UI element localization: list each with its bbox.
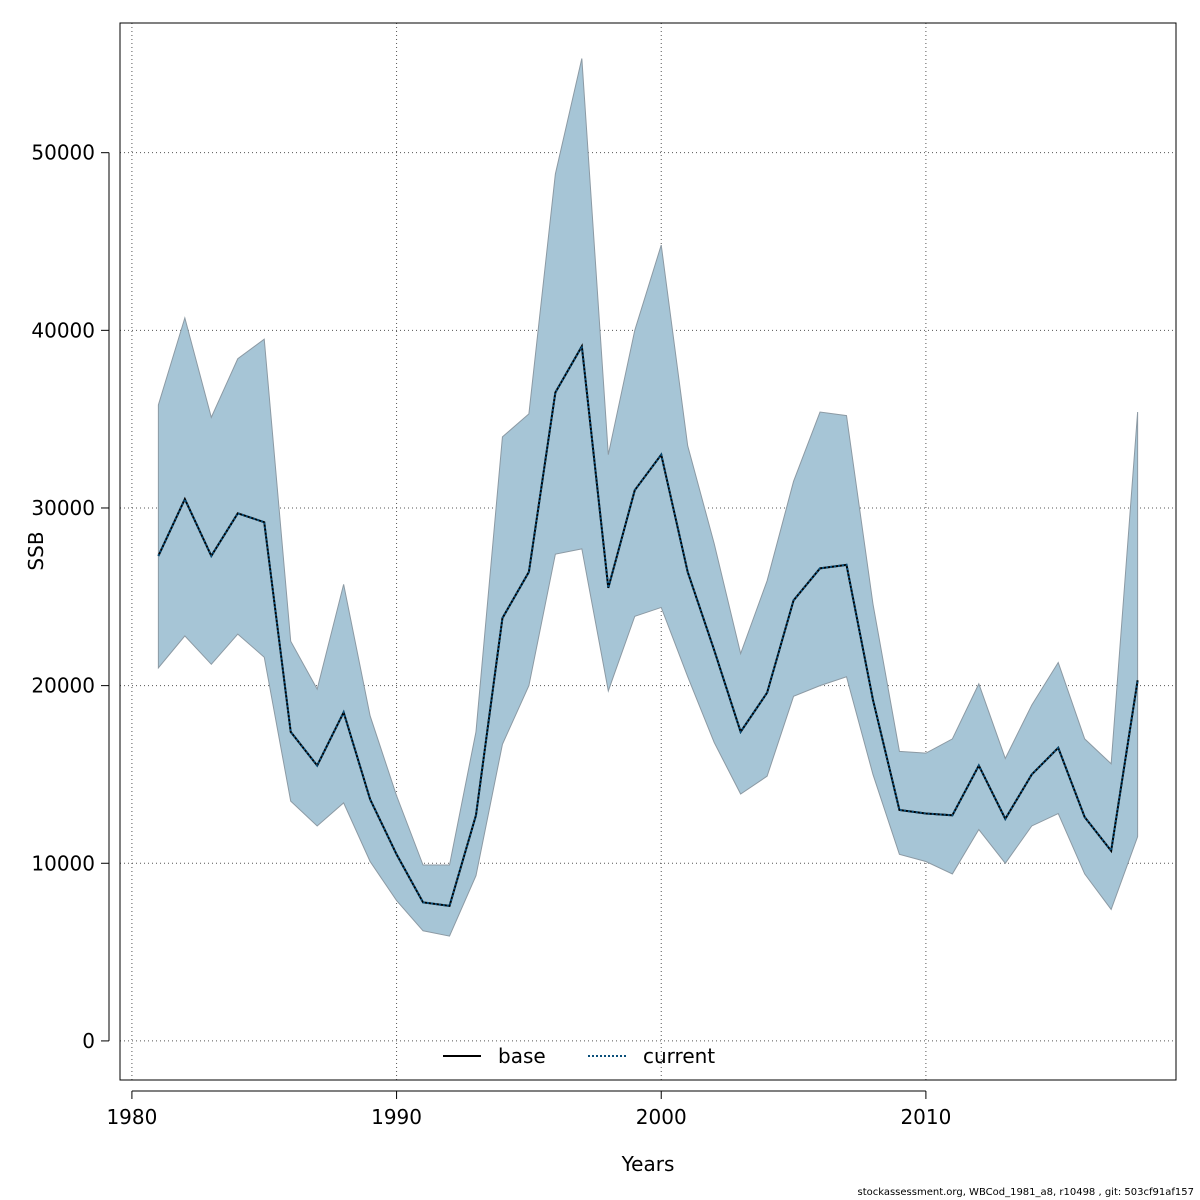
- x-axis-title: Years: [621, 1152, 675, 1176]
- legend-current-label: current: [643, 1044, 715, 1068]
- x-tick-label-1980: 1980: [106, 1105, 157, 1129]
- footer-note: stockassessment.org, WBCod_1981_a8, r104…: [857, 1187, 1194, 1198]
- series-line-base: [157, 343, 1139, 908]
- series-lines: [157, 343, 1139, 908]
- confidence-band-area: [157, 58, 1139, 937]
- axes: 1980 1990 2000 2010 0 10000 20000 30000 40000 500…: [31, 141, 951, 1129]
- y-axis-title: SSB: [24, 531, 48, 570]
- legend-base-label: base: [498, 1044, 546, 1068]
- y-tick-label-20000: 20000: [31, 674, 95, 698]
- confidence-band: [157, 58, 1139, 937]
- y-tick-label-10000: 10000: [31, 851, 95, 875]
- y-tick-label-30000: 30000: [31, 496, 95, 520]
- y-tick-label-50000: 50000: [31, 141, 95, 165]
- x-tick-label-2000: 2000: [636, 1105, 687, 1129]
- y-tick-label-0: 0: [82, 1029, 95, 1053]
- x-tick-label-2010: 2010: [900, 1105, 951, 1129]
- x-tick-label-1990: 1990: [371, 1105, 422, 1129]
- legend: base current: [443, 1044, 715, 1068]
- plot-frame: [119, 22, 1177, 1081]
- y-tick-label-40000: 40000: [31, 318, 95, 342]
